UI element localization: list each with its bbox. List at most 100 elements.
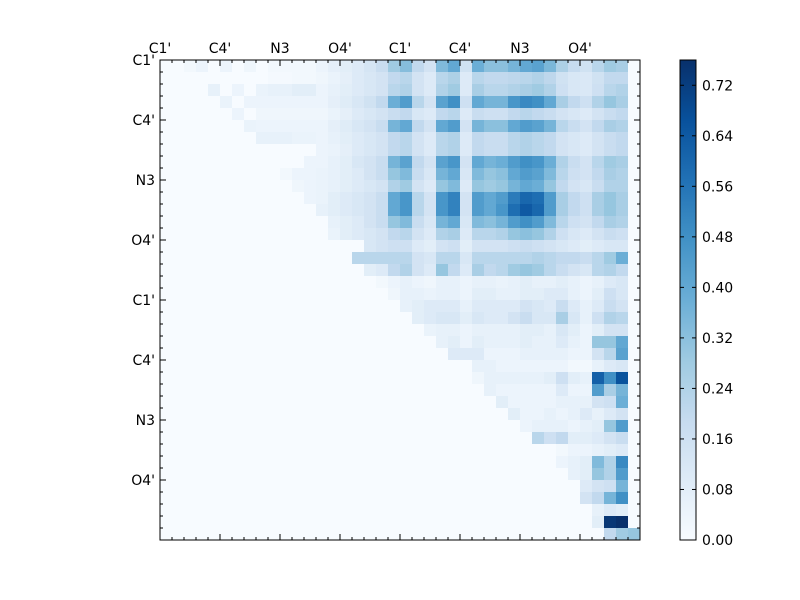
- heatmap-cell: [184, 216, 197, 229]
- heatmap-cell: [376, 504, 389, 517]
- heatmap-cell: [268, 360, 281, 373]
- heatmap-cell: [604, 492, 617, 505]
- heatmap-cell: [208, 384, 221, 397]
- heatmap-cell: [616, 324, 629, 337]
- heatmap-cell: [592, 252, 605, 265]
- heatmap-cell: [364, 492, 377, 505]
- heatmap-cell: [340, 168, 353, 181]
- heatmap-cell: [508, 288, 521, 301]
- heatmap-cell: [304, 132, 317, 145]
- heatmap-cell: [172, 528, 185, 541]
- heatmap-cell: [424, 456, 437, 469]
- heatmap-cell: [304, 420, 317, 433]
- heatmap-cell: [280, 480, 293, 493]
- heatmap-cell: [592, 180, 605, 193]
- heatmap-cell: [256, 480, 269, 493]
- heatmap-cell: [496, 504, 509, 517]
- heatmap-cell: [520, 144, 533, 157]
- colorbar-tick-label: 0.72: [702, 78, 733, 94]
- heatmap-cell: [184, 156, 197, 169]
- heatmap-cell: [220, 228, 233, 241]
- heatmap-cell: [628, 120, 641, 133]
- heatmap-cell: [160, 144, 173, 157]
- heatmap-cell: [424, 228, 437, 241]
- heatmap-cell: [484, 456, 497, 469]
- heatmap-cell: [412, 240, 425, 253]
- heatmap-cell: [472, 504, 485, 517]
- heatmap-cell: [340, 252, 353, 265]
- heatmap-cell: [172, 504, 185, 517]
- heatmap-cell: [616, 156, 629, 169]
- heatmap-cell: [196, 408, 209, 421]
- heatmap-cell: [208, 240, 221, 253]
- heatmap-cell: [388, 348, 401, 361]
- heatmap-cell: [280, 216, 293, 229]
- heatmap-cell: [496, 480, 509, 493]
- heatmap-cell: [412, 132, 425, 145]
- heatmap-cell: [304, 96, 317, 109]
- heatmap-cell: [256, 108, 269, 121]
- heatmap-cell: [220, 324, 233, 337]
- heatmap-cell: [604, 276, 617, 289]
- heatmap-cell: [556, 252, 569, 265]
- heatmap-cell: [352, 300, 365, 313]
- heatmap-cell: [484, 420, 497, 433]
- heatmap-cell: [568, 432, 581, 445]
- heatmap-cell: [616, 432, 629, 445]
- heatmap-cell: [208, 456, 221, 469]
- colorbar-tick-label: 0.16: [702, 432, 733, 448]
- heatmap-cell: [496, 60, 509, 73]
- heatmap-cell: [292, 60, 305, 73]
- heatmap-cell: [184, 420, 197, 433]
- heatmap-cell: [544, 264, 557, 277]
- heatmap-cell: [568, 480, 581, 493]
- heatmap-cell: [544, 228, 557, 241]
- heatmap-cell: [316, 96, 329, 109]
- heatmap-cell: [520, 372, 533, 385]
- heatmap-cell: [184, 300, 197, 313]
- heatmap-cell: [424, 468, 437, 481]
- heatmap-cell: [532, 300, 545, 313]
- heatmap-cell: [328, 120, 341, 133]
- heatmap-cell: [568, 300, 581, 313]
- heatmap-cell: [340, 132, 353, 145]
- heatmap-cell: [592, 168, 605, 181]
- heatmap-cell: [616, 96, 629, 109]
- heatmap-cell: [472, 336, 485, 349]
- heatmap-cell: [184, 528, 197, 541]
- heatmap-cell: [592, 204, 605, 217]
- heatmap-cell: [436, 348, 449, 361]
- heatmap-cell: [292, 432, 305, 445]
- heatmap-cell: [616, 528, 629, 541]
- heatmap-cell: [304, 372, 317, 385]
- heatmap-cell: [160, 396, 173, 409]
- heatmap-cell: [580, 72, 593, 85]
- heatmap-cell: [196, 180, 209, 193]
- heatmap-cell: [532, 492, 545, 505]
- heatmap-cell: [328, 372, 341, 385]
- heatmap-cell: [160, 228, 173, 241]
- heatmap-cell: [532, 288, 545, 301]
- heatmap-cell: [352, 264, 365, 277]
- heatmap-cell: [244, 60, 257, 73]
- heatmap-cell: [196, 516, 209, 529]
- heatmap-cell: [436, 312, 449, 325]
- heatmap-cell: [340, 300, 353, 313]
- heatmap-cell: [544, 240, 557, 253]
- heatmap-cell: [556, 96, 569, 109]
- heatmap-cell: [388, 312, 401, 325]
- heatmap-cell: [280, 72, 293, 85]
- heatmap-cell: [604, 456, 617, 469]
- heatmap-cell: [412, 300, 425, 313]
- heatmap-cell: [364, 336, 377, 349]
- heatmap-cell: [412, 192, 425, 205]
- heatmap-cell: [304, 264, 317, 277]
- heatmap-cell: [520, 120, 533, 133]
- heatmap-cell: [484, 144, 497, 157]
- heatmap-cell: [568, 84, 581, 97]
- heatmap-cell: [592, 444, 605, 457]
- heatmap-cell: [172, 324, 185, 337]
- heatmap-cell: [316, 276, 329, 289]
- heatmap-cell: [460, 180, 473, 193]
- heatmap-cell: [208, 276, 221, 289]
